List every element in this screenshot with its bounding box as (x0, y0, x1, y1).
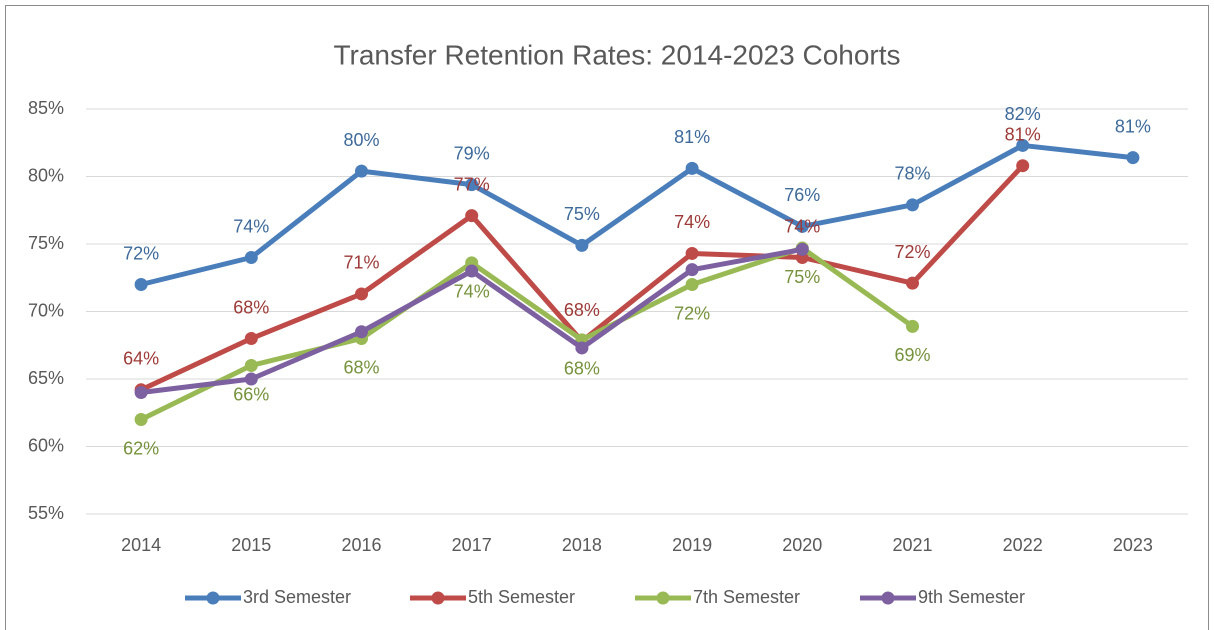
legend-label: 7th Semester (693, 587, 800, 607)
chart-title: Transfer Retention Rates: 2014-2023 Coho… (333, 39, 900, 70)
data-label: 77% (454, 174, 490, 194)
data-label: 76% (784, 185, 820, 205)
legend-marker (206, 591, 220, 605)
data-point (1126, 151, 1140, 165)
data-label: 68% (233, 297, 269, 317)
data-label: 72% (894, 242, 930, 262)
x-tick-label: 2014 (121, 535, 161, 555)
data-label: 82% (1005, 104, 1041, 124)
x-tick-label: 2020 (782, 535, 822, 555)
x-tick-label: 2022 (1003, 535, 1043, 555)
chart-frame (5, 5, 1209, 630)
legend-label: 3rd Semester (243, 587, 351, 607)
y-tick-label: 70% (28, 300, 64, 320)
data-point (465, 178, 479, 192)
data-point (685, 263, 699, 277)
data-label: 72% (674, 303, 710, 323)
data-point (355, 164, 368, 178)
data-point (465, 264, 479, 278)
data-label: 66% (233, 384, 269, 404)
x-tick-label: 2017 (452, 535, 492, 555)
x-tick-label: 2019 (672, 535, 712, 555)
y-tick-label: 75% (28, 233, 64, 253)
data-label: 69% (894, 345, 930, 365)
data-point (355, 325, 368, 339)
data-point (355, 287, 368, 301)
data-point (244, 359, 258, 372)
data-label: 78% (894, 164, 930, 184)
data-point (244, 332, 258, 345)
data-label: 79% (454, 143, 490, 163)
data-label: 81% (1005, 124, 1041, 144)
y-tick-label: 65% (28, 368, 64, 388)
series-line (140, 142, 1134, 287)
data-point (906, 319, 919, 333)
legend-label: 5th Semester (468, 587, 575, 607)
data-label: 80% (343, 130, 379, 150)
data-point (685, 161, 699, 175)
y-tick-label: 60% (28, 435, 64, 455)
y-tick-label: 55% (28, 503, 64, 523)
x-tick-label: 2015 (231, 535, 271, 555)
y-tick-label: 80% (28, 165, 64, 185)
legend-marker (656, 591, 670, 605)
data-label: 74% (233, 216, 269, 236)
data-label: 71% (343, 253, 379, 273)
x-tick-label: 2021 (892, 535, 932, 555)
data-point (685, 246, 699, 260)
legend-marker (431, 591, 445, 605)
data-label: 64% (123, 349, 159, 369)
data-label: 72% (123, 243, 159, 263)
data-point (795, 219, 809, 233)
data-label: 74% (454, 282, 490, 302)
data-point (1016, 138, 1030, 152)
data-point (906, 276, 919, 290)
data-label: 74% (784, 216, 820, 236)
data-label: 62% (123, 438, 159, 458)
data-point (244, 251, 258, 264)
data-point (685, 278, 699, 291)
data-label: 81% (674, 127, 710, 147)
legend-marker (881, 591, 895, 605)
data-point (906, 198, 919, 212)
x-tick-label: 2018 (562, 535, 602, 555)
data-label: 68% (343, 357, 379, 377)
data-label: 68% (564, 359, 600, 379)
data-point (575, 341, 589, 355)
y-tick-label: 85% (28, 98, 64, 118)
data-point (575, 238, 589, 252)
data-label: 81% (1115, 116, 1151, 136)
legend-label: 9th Semester (918, 587, 1025, 607)
data-point (134, 413, 148, 426)
data-point (134, 278, 148, 291)
data-point (1016, 159, 1030, 173)
data-point (465, 209, 479, 223)
data-label: 68% (564, 300, 600, 320)
data-point (134, 386, 148, 399)
data-label: 75% (784, 267, 820, 287)
x-tick-label: 2023 (1113, 535, 1153, 555)
data-label: 74% (674, 212, 710, 232)
data-label: 75% (564, 204, 600, 224)
x-tick-label: 2016 (341, 535, 381, 555)
data-point (795, 242, 809, 256)
data-point (244, 372, 258, 386)
